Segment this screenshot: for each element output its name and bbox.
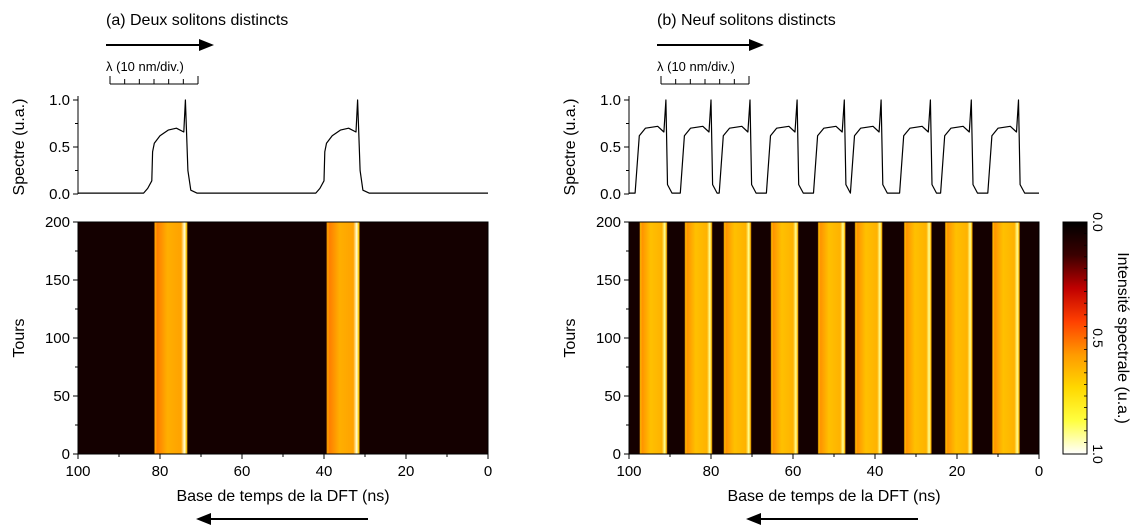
heatmap-xtick-label: 80 — [703, 463, 720, 480]
colorbar: 0.0 0.5 1.0 Intensité spectrale (u.a.) — [1062, 212, 1131, 464]
spectrum-ytick-label: 0.0 — [600, 186, 621, 203]
heatmap-ytick-label: 100 — [45, 330, 70, 347]
heatmap-xtick-label: 0 — [1035, 463, 1043, 480]
heatmap-ytick-label: 50 — [604, 388, 621, 405]
colorbar-scale — [1062, 221, 1088, 455]
heatmap-ytick-label: 150 — [596, 272, 621, 289]
panel-b-top-arrow — [657, 39, 764, 51]
panel-b-bottom-arrow — [746, 513, 918, 525]
spectrum-series-line — [629, 99, 1039, 194]
heatmap-xtick-label: 80 — [152, 463, 169, 480]
panel-b-title: (b) Neuf solitons distincts — [657, 12, 836, 29]
panel-b: (b) Neuf solitons distincts λ (10 nm/div… — [562, 12, 1043, 525]
colorbar-ticks: 0.0 0.5 1.0 — [1084, 212, 1106, 464]
panel-a-heatmap-xlabel: Base de temps de la DFT (ns) — [176, 488, 389, 505]
heatmap-xtick-label: 40 — [867, 463, 884, 480]
panel-b-spectrum-ylabel: Spectre (u.a.) — [562, 99, 579, 196]
colorbar-tick-label: 0.0 — [1090, 212, 1106, 232]
spectrum-ytick-label: 0.5 — [600, 139, 621, 156]
heatmap-xtick-label: 40 — [316, 463, 333, 480]
heatmap-xtick-label: 20 — [949, 463, 966, 480]
spectrum-ytick-label: 1.0 — [49, 92, 70, 109]
heatmap-stripe — [817, 222, 846, 454]
panel-a-scale-bar — [109, 76, 199, 85]
heatmap-xtick-label: 100 — [65, 463, 90, 480]
heatmap-stripe — [153, 222, 188, 454]
heatmap-xtick-label: 0 — [484, 463, 492, 480]
heatmap-ytick-label: 100 — [596, 330, 621, 347]
panel-b-heatmap-ylabel: Tours — [562, 318, 579, 357]
colorbar-tick-label: 0.5 — [1090, 328, 1106, 348]
panel-a-title: (a) Deux solitons distincts — [106, 12, 288, 29]
panel-b-heatmap-xlabel: Base de temps de la DFT (ns) — [727, 488, 940, 505]
heatmap-xtick-label: 60 — [785, 463, 802, 480]
panel-b-scale-label: λ (10 nm/div.) — [657, 59, 735, 74]
spectrum-ytick-label: 0.5 — [49, 139, 70, 156]
heatmap-background — [78, 222, 488, 454]
heatmap-stripe — [991, 222, 1021, 454]
panel-a: (a) Deux solitons distincts λ (10 nm/div… — [11, 12, 492, 525]
spectrum-ytick-label: 0.0 — [49, 186, 70, 203]
heatmap-ytick-label: 0 — [613, 446, 621, 463]
heatmap-ytick-label: 200 — [596, 214, 621, 231]
spectrum-ytick-label: 1.0 — [600, 92, 621, 109]
heatmap-stripe — [770, 222, 799, 454]
panel-b-scale-bar — [660, 76, 750, 85]
heatmap-ytick-label: 150 — [45, 272, 70, 289]
heatmap-stripe — [854, 222, 883, 454]
spectrum-series-line — [78, 99, 488, 194]
colorbar-tick-label: 1.0 — [1090, 444, 1106, 464]
panel-a-heatmap-ylabel: Tours — [11, 318, 28, 357]
panel-a-spectrum-ylabel: Spectre (u.a.) — [11, 99, 28, 196]
heatmap-ytick-label: 0 — [62, 446, 70, 463]
colorbar-label: Intensité spectrale (u.a.) — [1114, 252, 1131, 424]
heatmap-xtick-label: 60 — [234, 463, 251, 480]
heatmap-stripe — [326, 222, 361, 454]
panel-a-bottom-arrow — [196, 513, 368, 525]
heatmap-stripe — [903, 222, 932, 454]
panel-a-top-arrow — [106, 39, 214, 51]
heatmap-stripe — [723, 222, 752, 454]
heatmap-xtick-label: 20 — [398, 463, 415, 480]
heatmap-stripe — [639, 222, 668, 454]
panel-a-spectrum-plot: 0.0 0.5 1.0 — [49, 92, 488, 203]
heatmap-ytick-label: 50 — [53, 388, 70, 405]
heatmap-xtick-label: 100 — [616, 463, 641, 480]
heatmap-stripe — [944, 222, 973, 454]
heatmap-stripe — [684, 222, 713, 454]
panel-b-spectrum-plot: 0.0 0.5 1.0 — [600, 92, 1039, 203]
heatmap-ytick-label: 200 — [45, 214, 70, 231]
panel-a-scale-label: λ (10 nm/div.) — [106, 59, 184, 74]
